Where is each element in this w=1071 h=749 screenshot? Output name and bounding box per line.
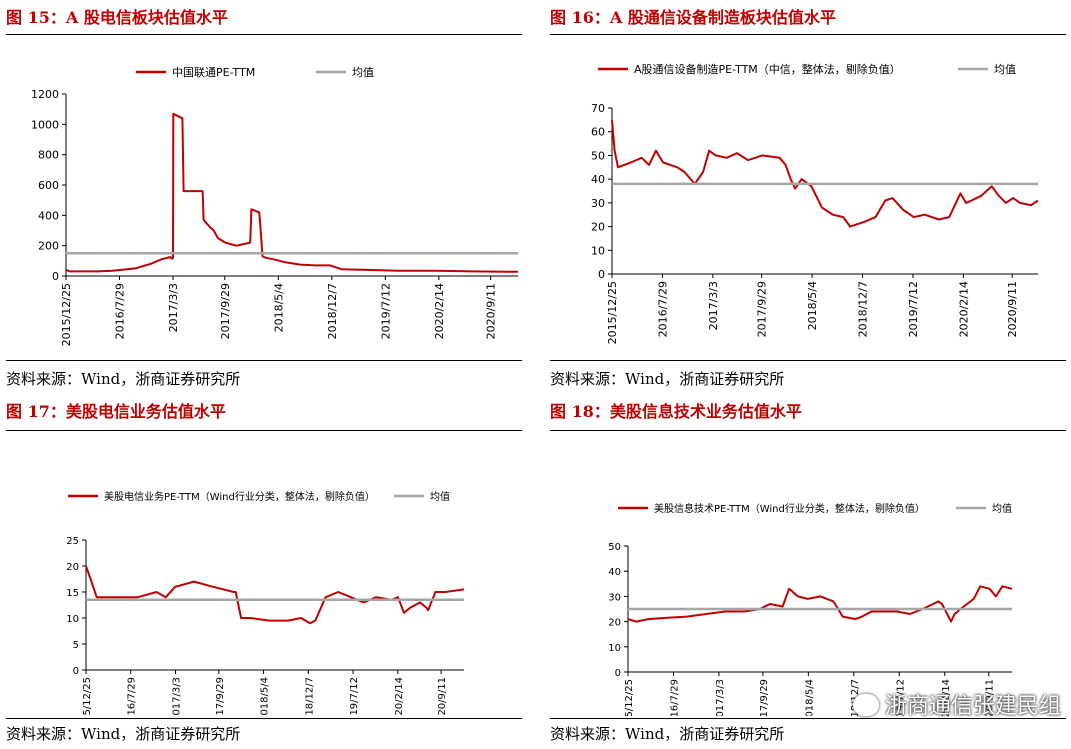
- x-tick-label: 2017/3/3: [167, 283, 180, 332]
- y-tick-label: 40: [591, 173, 605, 186]
- pe-series-line: [85, 565, 465, 625]
- x-tick-label: 2020/9/11: [1006, 281, 1019, 337]
- y-tick-label: 20: [66, 562, 79, 573]
- x-tick-label: 2016/7/29: [669, 679, 680, 716]
- pe-line-chart: 美股信息技术PE-TTM（Wind行业分类，整体法，剔除负值） 均值 0 10 20 30…: [608, 502, 1013, 716]
- x-tick-label: 2017/9/29: [756, 281, 769, 337]
- x-tick-label: 2018/5/4: [272, 283, 285, 332]
- x-tick-label: 2017/3/3: [707, 281, 720, 330]
- source-rule: [6, 360, 522, 361]
- y-tick-label: 0: [73, 666, 79, 677]
- x-tick-label: 2019/7/12: [349, 677, 360, 716]
- y-tick-label: 30: [591, 197, 605, 210]
- source-note: 资料来源：Wind，浙商证券研究所: [6, 370, 241, 388]
- y-tick-label: 70: [591, 102, 605, 115]
- x-tick-label: 2016/7/29: [127, 677, 138, 716]
- source-rule: [6, 718, 522, 719]
- y-tick-label: 600: [38, 179, 59, 192]
- y-tick-label: 400: [38, 209, 59, 222]
- y-tick-label: 50: [591, 149, 605, 162]
- title-rule: [6, 34, 522, 35]
- y-tick-label: 20: [591, 221, 605, 234]
- figure-title: 图 17：美股电信业务估值水平: [6, 402, 226, 421]
- source-note: 资料来源：Wind，浙商证券研究所: [550, 725, 785, 743]
- pe-line-chart: A股通信设备制造PE-TTM（中信，整体法，剔除负值） 均值 0 10 20 30 40 50…: [591, 62, 1039, 344]
- x-tick-label: 2017/9/29: [759, 679, 770, 716]
- y-tick-label: 0: [615, 668, 621, 679]
- figure-title: 图 18：美股信息技术业务估值水平: [550, 402, 802, 421]
- x-tick-label: 2015/12/25: [60, 283, 73, 346]
- legend-label: A股通信设备制造PE-TTM（中信，整体法，剔除负值）: [634, 62, 901, 76]
- watermark-text: 浙商通信张建民组: [884, 694, 1061, 719]
- x-tick-label: 2018/12/7: [326, 283, 339, 339]
- x-tick-label: 2020/2/14: [941, 679, 952, 716]
- title-rule: [550, 34, 1066, 35]
- y-tick-label: 1000: [31, 118, 59, 131]
- y-tick-label: 200: [38, 240, 59, 253]
- wechat-icon: [852, 694, 879, 716]
- legend-label: 美股信息技术PE-TTM（Wind行业分类，整体法，剔除负值）: [654, 502, 925, 515]
- pe-series-line: [627, 585, 1013, 623]
- x-tick-label: 2015/12/25: [606, 281, 619, 344]
- legend-label: 均值: [994, 63, 1016, 76]
- y-tick-label: 0: [598, 268, 605, 281]
- title-rule: [550, 430, 1066, 431]
- x-tick-label: 2020/2/14: [957, 281, 970, 337]
- x-tick-label: 2020/9/11: [437, 677, 448, 716]
- legend-label: 中国联通PE-TTM: [172, 66, 255, 79]
- y-tick-label: 800: [38, 149, 59, 162]
- source-note: 资料来源：Wind，浙商证券研究所: [550, 370, 785, 388]
- x-tick-label: 2020/9/11: [985, 679, 996, 716]
- y-tick-label: 10: [591, 244, 605, 257]
- x-tick-label: 2019/7/12: [895, 679, 906, 716]
- x-tick-label: 2017/3/3: [171, 677, 182, 716]
- y-tick-label: 5: [73, 640, 79, 651]
- x-tick-label: 2017/9/29: [215, 677, 226, 716]
- pe-series-line: [65, 112, 519, 273]
- x-tick-label: 2020/9/11: [485, 283, 498, 339]
- x-tick-label: 2017/3/3: [715, 679, 726, 716]
- source-rule: [550, 360, 1066, 361]
- x-tick-label: 2019/7/12: [379, 283, 392, 339]
- figure-title: 图 15：A 股电信板块估值水平: [6, 8, 228, 27]
- x-tick-label: 2020/2/14: [394, 677, 405, 716]
- x-tick-label: 2016/7/29: [656, 281, 669, 337]
- pe-series-line: [611, 119, 1039, 228]
- legend-label: 均值: [430, 490, 450, 503]
- x-tick-label: 2018/5/4: [806, 281, 819, 330]
- title-rule: [6, 430, 522, 431]
- legend-label: 均值: [992, 502, 1012, 515]
- legend-label: 均值: [352, 66, 374, 79]
- source-rule: [550, 718, 1066, 719]
- y-tick-label: 15: [66, 588, 79, 599]
- x-tick-label: 2015/12/25: [624, 679, 635, 716]
- y-tick-label: 50: [608, 542, 621, 553]
- x-tick-label: 2016/7/29: [114, 283, 127, 339]
- y-tick-label: 20: [608, 618, 621, 629]
- pe-line-chart: 中国联通PE-TTM 均值 0 200 400 600 800 1000 1200 2015/12…: [31, 66, 519, 346]
- source-note: 资料来源：Wind，浙商证券研究所: [6, 725, 241, 743]
- x-tick-label: 2018/12/7: [304, 677, 315, 716]
- x-tick-label: 2018/5/4: [260, 677, 271, 716]
- pe-line-chart: 美股电信业务PE-TTM（Wind行业分类，整体法，剔除负值） 均值 0 5 10 15 2…: [66, 490, 465, 716]
- y-tick-label: 0: [52, 270, 59, 283]
- wechat-watermark: 浙商通信张建民组: [852, 688, 1061, 720]
- x-tick-label: 2018/5/4: [804, 679, 815, 716]
- y-tick-label: 10: [608, 643, 621, 654]
- y-tick-label: 30: [608, 592, 621, 603]
- x-tick-label: 2020/2/14: [433, 283, 446, 339]
- x-tick-label: 2018/12/7: [857, 281, 870, 337]
- x-tick-label: 2017/9/29: [219, 283, 232, 339]
- y-tick-label: 1200: [31, 88, 59, 101]
- y-tick-label: 40: [608, 567, 621, 578]
- legend-label: 美股电信业务PE-TTM（Wind行业分类，整体法，剔除负值）: [104, 490, 375, 503]
- y-tick-label: 10: [66, 614, 79, 625]
- y-tick-label: 60: [591, 126, 605, 139]
- x-tick-label: 2019/7/12: [907, 281, 920, 337]
- x-tick-label: 2015/12/25: [82, 677, 93, 716]
- y-tick-label: 25: [66, 536, 79, 547]
- figure-title: 图 16：A 股通信设备制造板块估值水平: [550, 8, 836, 27]
